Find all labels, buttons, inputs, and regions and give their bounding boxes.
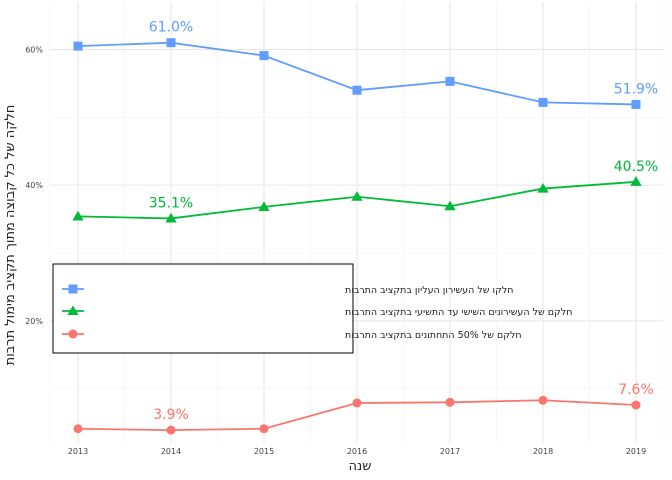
legend: חלקו של העשירון העליון בתקציב התרבות חלקם… (52, 263, 572, 354)
x-tick-label: 2019 (626, 447, 646, 456)
data-point (538, 395, 548, 405)
legend-label: חלקם של העשירונים השישי עד התשיעי בתקציב… (345, 307, 572, 318)
data-point (258, 201, 270, 211)
data-label: 51.9% (614, 81, 658, 97)
data-point (259, 51, 269, 61)
data-label: 7.6% (618, 382, 654, 398)
data-point (72, 210, 84, 221)
legend-marker (68, 329, 78, 339)
data-point (538, 97, 548, 107)
data-labels: 61.0% 51.9% 35.1% 40.5% 3.9% 7.6% (149, 20, 658, 423)
data-point (166, 38, 176, 48)
x-tick-label: 2014 (161, 447, 181, 456)
data-label: 35.1% (149, 195, 193, 211)
data-point (444, 200, 456, 211)
legend-box (52, 263, 354, 354)
legend-marker (67, 305, 79, 316)
data-point (73, 41, 83, 51)
y-tick-label: 40% (25, 181, 43, 190)
data-label: 61.0% (149, 20, 193, 36)
x-tick-label: 2015 (254, 447, 274, 456)
data-point (445, 76, 455, 86)
data-point (351, 191, 363, 201)
grid-lines (49, 2, 665, 443)
data-point (166, 425, 176, 435)
data-point (631, 400, 641, 410)
data-point (630, 176, 642, 186)
data-point (537, 182, 549, 193)
x-axis-title: שנה (349, 459, 372, 474)
data-point (631, 99, 641, 109)
data-point (352, 398, 362, 408)
data-point (73, 424, 83, 434)
series-group (72, 38, 642, 435)
legend-label: חלקו של העשירון העליון בתקציב התרבות (345, 285, 513, 296)
legend-marker (68, 284, 78, 294)
x-tick-label: 2013 (68, 447, 88, 456)
data-label: 3.9% (153, 407, 189, 423)
x-tick-label: 2017 (440, 447, 460, 456)
data-point (352, 85, 362, 95)
y-tick-label: 60% (25, 45, 43, 54)
data-point (445, 397, 455, 407)
axis-ticks: 2013 2014 2015 2016 2017 2018 2019 20% 40% 60% (25, 45, 646, 456)
y-tick-label: 20% (25, 317, 43, 326)
legend-label: חלקם של 50% התחתונים בתקציב התרבות (345, 330, 522, 341)
data-label: 40.5% (614, 159, 658, 175)
y-axis-title: חלקה של כל קבוצה מתוך תקציב מימול תרבות (3, 105, 18, 366)
data-point (259, 424, 269, 434)
x-tick-label: 2016 (347, 447, 367, 456)
data-point (165, 212, 177, 223)
x-tick-label: 2018 (533, 447, 553, 456)
